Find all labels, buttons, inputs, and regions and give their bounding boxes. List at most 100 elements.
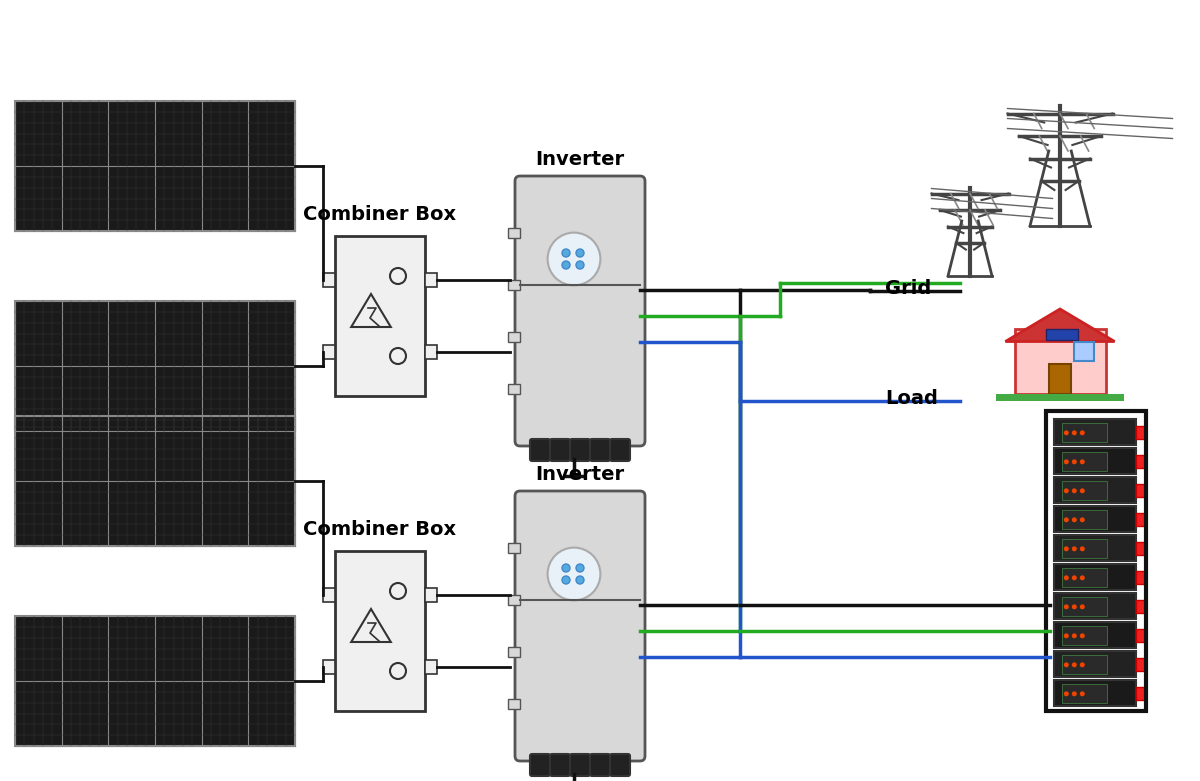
Bar <box>1062 569 1108 587</box>
Bar <box>1054 448 1136 474</box>
Circle shape <box>1080 691 1085 697</box>
FancyBboxPatch shape <box>14 616 295 746</box>
Bar <box>1054 651 1136 677</box>
Circle shape <box>576 261 584 269</box>
Text: Inverter: Inverter <box>535 150 624 169</box>
Circle shape <box>1064 430 1069 435</box>
Bar <box>508 280 520 290</box>
Circle shape <box>1064 576 1069 580</box>
Circle shape <box>562 261 570 269</box>
FancyBboxPatch shape <box>610 754 630 776</box>
Circle shape <box>1064 459 1069 465</box>
Circle shape <box>1072 430 1076 435</box>
Bar <box>1136 600 1146 613</box>
FancyBboxPatch shape <box>530 439 550 461</box>
FancyBboxPatch shape <box>590 754 610 776</box>
Bar <box>508 647 520 657</box>
Text: Inverter: Inverter <box>535 465 624 484</box>
Bar <box>323 344 335 358</box>
Circle shape <box>1072 576 1076 580</box>
Bar <box>1054 680 1136 706</box>
Bar <box>1054 507 1136 532</box>
Bar <box>1062 423 1108 442</box>
Circle shape <box>1072 488 1076 494</box>
Bar <box>508 543 520 553</box>
Bar <box>1049 364 1070 394</box>
Bar <box>1136 484 1146 497</box>
Bar <box>323 588 335 602</box>
Bar <box>323 273 335 287</box>
Bar <box>508 595 520 605</box>
FancyBboxPatch shape <box>610 439 630 461</box>
Text: Grid: Grid <box>886 280 931 298</box>
Bar <box>508 228 520 238</box>
Circle shape <box>1064 662 1069 667</box>
Bar <box>1062 655 1108 674</box>
Bar <box>1054 594 1136 619</box>
Bar <box>1062 452 1108 471</box>
FancyBboxPatch shape <box>515 491 646 761</box>
Bar <box>1062 684 1108 703</box>
Bar <box>1136 542 1146 555</box>
Bar <box>425 660 437 674</box>
Bar <box>1136 513 1146 526</box>
Bar <box>508 384 520 394</box>
Circle shape <box>562 249 570 257</box>
Circle shape <box>1080 633 1085 638</box>
Circle shape <box>1080 430 1085 435</box>
Bar <box>1136 426 1146 439</box>
FancyBboxPatch shape <box>14 301 295 431</box>
Bar <box>1054 622 1136 648</box>
Circle shape <box>1064 517 1069 522</box>
Polygon shape <box>1006 309 1115 341</box>
Bar <box>1136 658 1146 671</box>
Circle shape <box>1072 633 1076 638</box>
FancyBboxPatch shape <box>530 754 550 776</box>
Bar <box>425 344 437 358</box>
Circle shape <box>1072 517 1076 522</box>
Bar <box>996 394 1123 401</box>
Bar <box>1046 329 1078 341</box>
Bar <box>1136 455 1146 468</box>
Bar <box>1054 419 1136 445</box>
FancyBboxPatch shape <box>590 439 610 461</box>
Circle shape <box>1072 691 1076 697</box>
FancyBboxPatch shape <box>335 236 425 396</box>
Bar <box>1054 536 1136 561</box>
Bar <box>1062 510 1108 529</box>
Bar <box>1062 481 1108 500</box>
Circle shape <box>1072 662 1076 667</box>
Circle shape <box>1080 517 1085 522</box>
Bar <box>508 699 520 709</box>
Bar <box>1014 329 1105 394</box>
Circle shape <box>547 233 600 285</box>
Circle shape <box>1080 604 1085 609</box>
Circle shape <box>547 547 600 601</box>
Circle shape <box>1072 547 1076 551</box>
Circle shape <box>1064 633 1069 638</box>
Circle shape <box>576 249 584 257</box>
FancyBboxPatch shape <box>570 439 590 461</box>
Bar <box>425 273 437 287</box>
Circle shape <box>1072 604 1076 609</box>
Bar <box>1054 477 1136 503</box>
Text: Load: Load <box>886 390 938 408</box>
Circle shape <box>1080 662 1085 667</box>
Bar <box>508 332 520 342</box>
Bar <box>1054 565 1136 590</box>
FancyBboxPatch shape <box>570 754 590 776</box>
Circle shape <box>1064 691 1069 697</box>
Bar <box>1136 629 1146 642</box>
Circle shape <box>1080 488 1085 494</box>
FancyBboxPatch shape <box>515 176 646 446</box>
Circle shape <box>562 564 570 572</box>
Bar <box>1074 341 1093 361</box>
FancyBboxPatch shape <box>335 551 425 711</box>
Circle shape <box>1072 459 1076 465</box>
Circle shape <box>1080 459 1085 465</box>
Text: Combiner Box: Combiner Box <box>304 205 456 224</box>
Circle shape <box>562 576 570 584</box>
Circle shape <box>1080 547 1085 551</box>
Bar <box>1062 597 1108 616</box>
FancyBboxPatch shape <box>14 416 295 546</box>
